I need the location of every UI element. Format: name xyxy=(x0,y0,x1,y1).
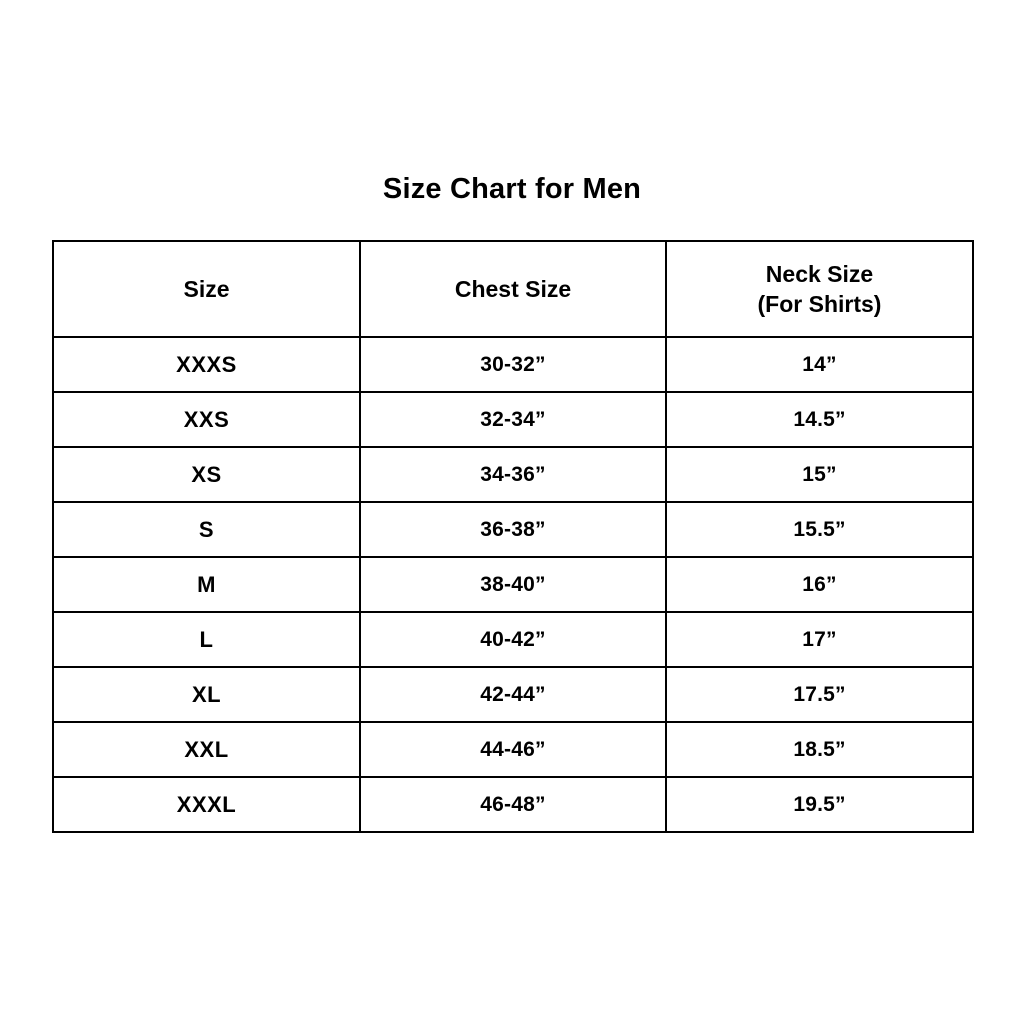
cell-neck: 14.5” xyxy=(665,391,974,448)
cell-size: L xyxy=(52,611,361,668)
cell-chest: 36-38” xyxy=(359,501,667,558)
cell-chest: 40-42” xyxy=(359,611,667,668)
cell-size: S xyxy=(52,501,361,558)
cell-size: XXS xyxy=(52,391,361,448)
cell-chest: 38-40” xyxy=(359,556,667,613)
cell-size: M xyxy=(52,556,361,613)
column-header-neck: Neck Size (For Shirts) xyxy=(665,240,974,338)
cell-chest: 44-46” xyxy=(359,721,667,778)
cell-chest: 30-32” xyxy=(359,336,667,393)
cell-neck: 17.5” xyxy=(665,666,974,723)
column-header-neck-label: Neck Size xyxy=(765,261,874,287)
table-body: XXXS 30-32” 14” XXS 32-34” 14.5” XS 34-3… xyxy=(52,336,974,833)
table-row: S 36-38” 15.5” xyxy=(52,501,974,558)
table-header-row: Size Chest Size Neck Size (For Shirts) xyxy=(52,240,974,338)
page-title: Size Chart for Men xyxy=(382,173,642,205)
cell-chest: 42-44” xyxy=(359,666,667,723)
cell-neck: 15” xyxy=(665,446,974,503)
cell-neck: 18.5” xyxy=(665,721,974,778)
table-row: M 38-40” 16” xyxy=(52,556,974,613)
cell-neck: 15.5” xyxy=(665,501,974,558)
column-header-neck-sublabel: (For Shirts) xyxy=(757,291,882,317)
cell-size: XXL xyxy=(52,721,361,778)
cell-size: XXXS xyxy=(52,336,361,393)
column-header-chest: Chest Size xyxy=(359,240,667,338)
cell-chest: 46-48” xyxy=(359,776,667,833)
table-row: XXXL 46-48” 19.5” xyxy=(52,776,974,833)
cell-neck: 19.5” xyxy=(665,776,974,833)
table-header: Size Chest Size Neck Size (For Shirts) xyxy=(52,240,974,338)
cell-neck: 14” xyxy=(665,336,974,393)
table-row: L 40-42” 17” xyxy=(52,611,974,668)
table-row: XXXS 30-32” 14” xyxy=(52,336,974,393)
table-row: XXS 32-34” 14.5” xyxy=(52,391,974,448)
column-header-size: Size xyxy=(52,240,361,338)
cell-neck: 17” xyxy=(665,611,974,668)
cell-chest: 34-36” xyxy=(359,446,667,503)
cell-size: XXXL xyxy=(52,776,361,833)
table-row: XXL 44-46” 18.5” xyxy=(52,721,974,778)
cell-size: XS xyxy=(52,446,361,503)
cell-size: XL xyxy=(52,666,361,723)
column-header-chest-label: Chest Size xyxy=(454,276,572,302)
cell-neck: 16” xyxy=(665,556,974,613)
size-chart-table: Size Chest Size Neck Size (For Shirts) X… xyxy=(52,240,974,833)
table-row: XL 42-44” 17.5” xyxy=(52,666,974,723)
cell-chest: 32-34” xyxy=(359,391,667,448)
table-row: XS 34-36” 15” xyxy=(52,446,974,503)
column-header-size-label: Size xyxy=(183,276,230,302)
